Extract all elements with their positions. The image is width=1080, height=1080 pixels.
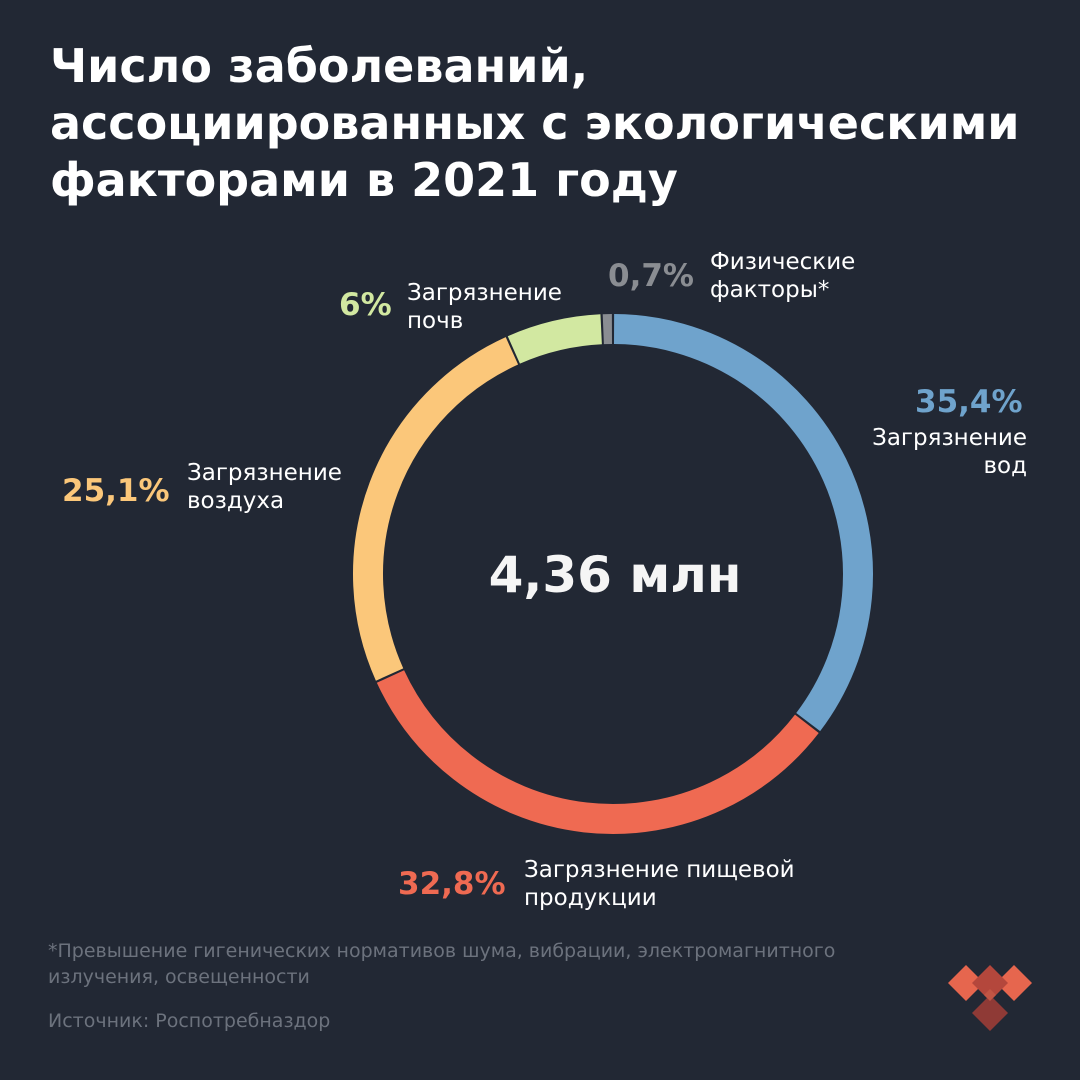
logo-diamond	[948, 965, 984, 1001]
slice-label-line: вод	[983, 453, 1027, 479]
slice-label-physical: Физические факторы*	[710, 248, 855, 304]
slice-label-soil: Загрязнение почв	[407, 279, 562, 335]
footnote-line: *Превышение гигенических нормативов шума…	[48, 940, 836, 962]
slice-label-line: Загрязнение	[872, 425, 1027, 451]
source-note: Источник: Роспотребназдор	[48, 1010, 331, 1032]
footnote-line: излучения, освещенности	[48, 966, 310, 988]
center-total-label: 4,36 млн	[488, 546, 742, 604]
chart-title: Число заболеваний, ассоциированных с эко…	[50, 38, 1040, 209]
slice-label-line: воздуха	[187, 488, 285, 514]
slice-label-line: Физические	[710, 249, 856, 275]
slice-label-line: почв	[407, 308, 464, 334]
chart-title-line: Число заболеваний,	[50, 39, 589, 93]
footnote: *Превышение гигенических нормативов шума…	[48, 938, 928, 990]
chart-title-line: ассоциированных с экологическими	[50, 96, 1020, 150]
slice-label-line: Загрязнение	[187, 460, 342, 486]
slice-value-label-soil: 6%	[339, 287, 392, 323]
slice-value-label-air: 25,1%	[62, 473, 170, 509]
donut-slice-water	[613, 314, 873, 732]
logo-diamond	[972, 965, 1008, 1001]
slice-value-label-physical: 0,7%	[608, 258, 694, 294]
logo-diamond	[972, 995, 1008, 1031]
logo-diamond	[996, 965, 1032, 1001]
slice-label-air: Загрязнение воздуха	[187, 459, 342, 515]
slice-label-food: Загрязнение пищевой продукции	[524, 856, 795, 912]
slice-label-line: факторы*	[710, 277, 830, 303]
donut-slice-air	[353, 337, 519, 681]
slice-value-label-food: 32,8%	[398, 866, 506, 902]
slice-label-line: продукции	[524, 885, 657, 911]
brand-heart-logo	[948, 965, 1032, 1031]
slice-label-line: Загрязнение пищевой	[524, 857, 795, 883]
donut-slice-soil	[507, 314, 603, 364]
slice-label-line: Загрязнение	[407, 280, 562, 306]
slice-value-label-water: 35,4%	[915, 384, 1023, 420]
logo-diamond	[984, 989, 996, 1001]
chart-title-line: факторами в 2021 году	[50, 153, 678, 207]
donut-slice-food	[376, 670, 819, 834]
slice-label-water: Загрязнение вод	[872, 424, 1027, 480]
